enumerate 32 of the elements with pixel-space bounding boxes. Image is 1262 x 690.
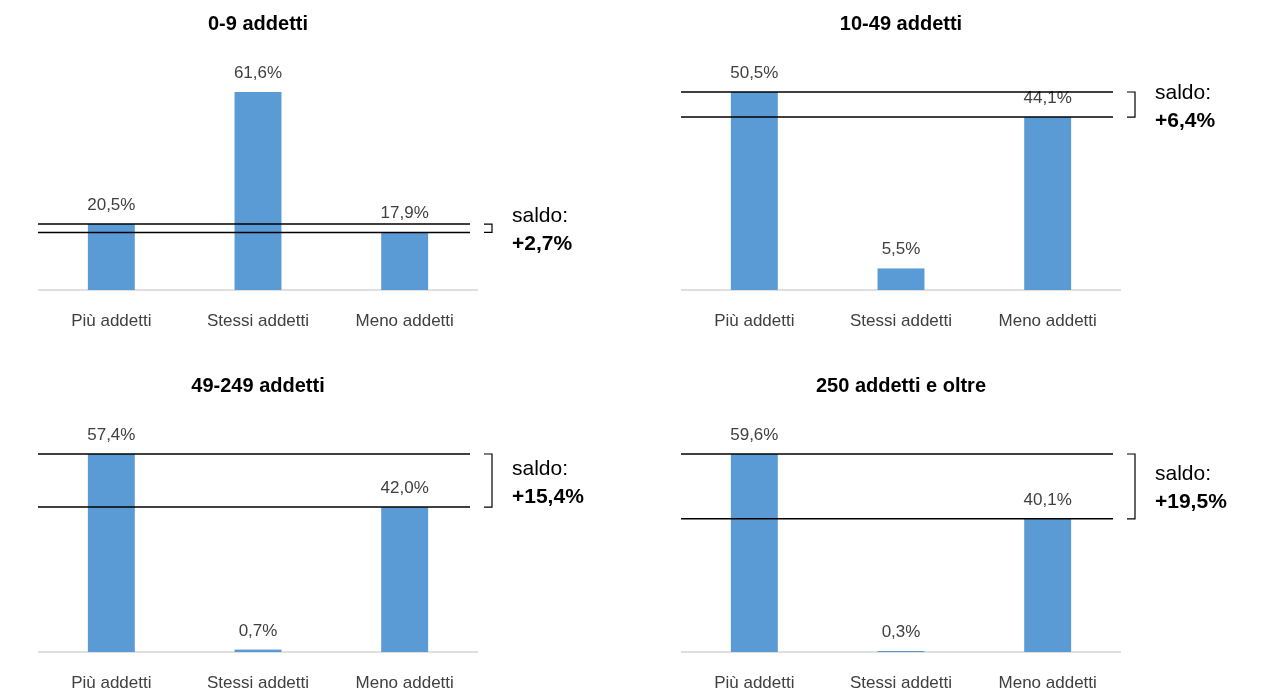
chart-title: 10-49 addetti (839, 12, 963, 34)
data-label: 50,5% (730, 63, 779, 82)
x-tick-label: Stessi addetti (206, 673, 310, 690)
data-label: 44,1% (1023, 88, 1072, 108)
x-tick-label: Più addetti (71, 673, 152, 690)
x-tick-label: Meno addetti (355, 311, 454, 330)
chart-title: 0-9 addetti (207, 12, 309, 34)
chart-title: 49-249 addetti (191, 374, 325, 396)
data-label: 40,1% (1023, 489, 1072, 509)
text: saldo: +19,5% (1155, 461, 1228, 513)
data-label: 5,5% (881, 239, 921, 259)
data-label: 42,0% (380, 478, 429, 498)
data-label: 20,5% (87, 195, 136, 215)
text: saldo: +15,4% (512, 455, 585, 507)
x-tick-label: Stessi addetti (849, 311, 953, 330)
x-tick-label: Stessi addetti (206, 311, 310, 330)
text: saldo: +2,7% (512, 203, 573, 255)
x-tick-label: Meno addetti (355, 673, 454, 690)
data-label: 57,4% (87, 425, 136, 444)
data-label: 59,6% (730, 425, 779, 444)
x-tick-label: Più addetti (714, 673, 795, 690)
data-label: 17,9% (380, 203, 429, 223)
x-tick-label: Meno addetti (998, 311, 1097, 330)
chart-title: 250 addetti e oltre (815, 374, 987, 396)
data-label: 0,7% (238, 620, 278, 640)
x-tick-label: Più addetti (714, 311, 795, 330)
data-label: 0,3% (881, 622, 921, 641)
x-tick-label: Stessi addetti (849, 673, 953, 690)
data-label: 61,6% (233, 63, 283, 82)
x-tick-label: Più addetti (71, 311, 152, 330)
x-tick-label: Meno addetti (998, 673, 1097, 690)
text: saldo: +6,4% (1155, 79, 1216, 131)
